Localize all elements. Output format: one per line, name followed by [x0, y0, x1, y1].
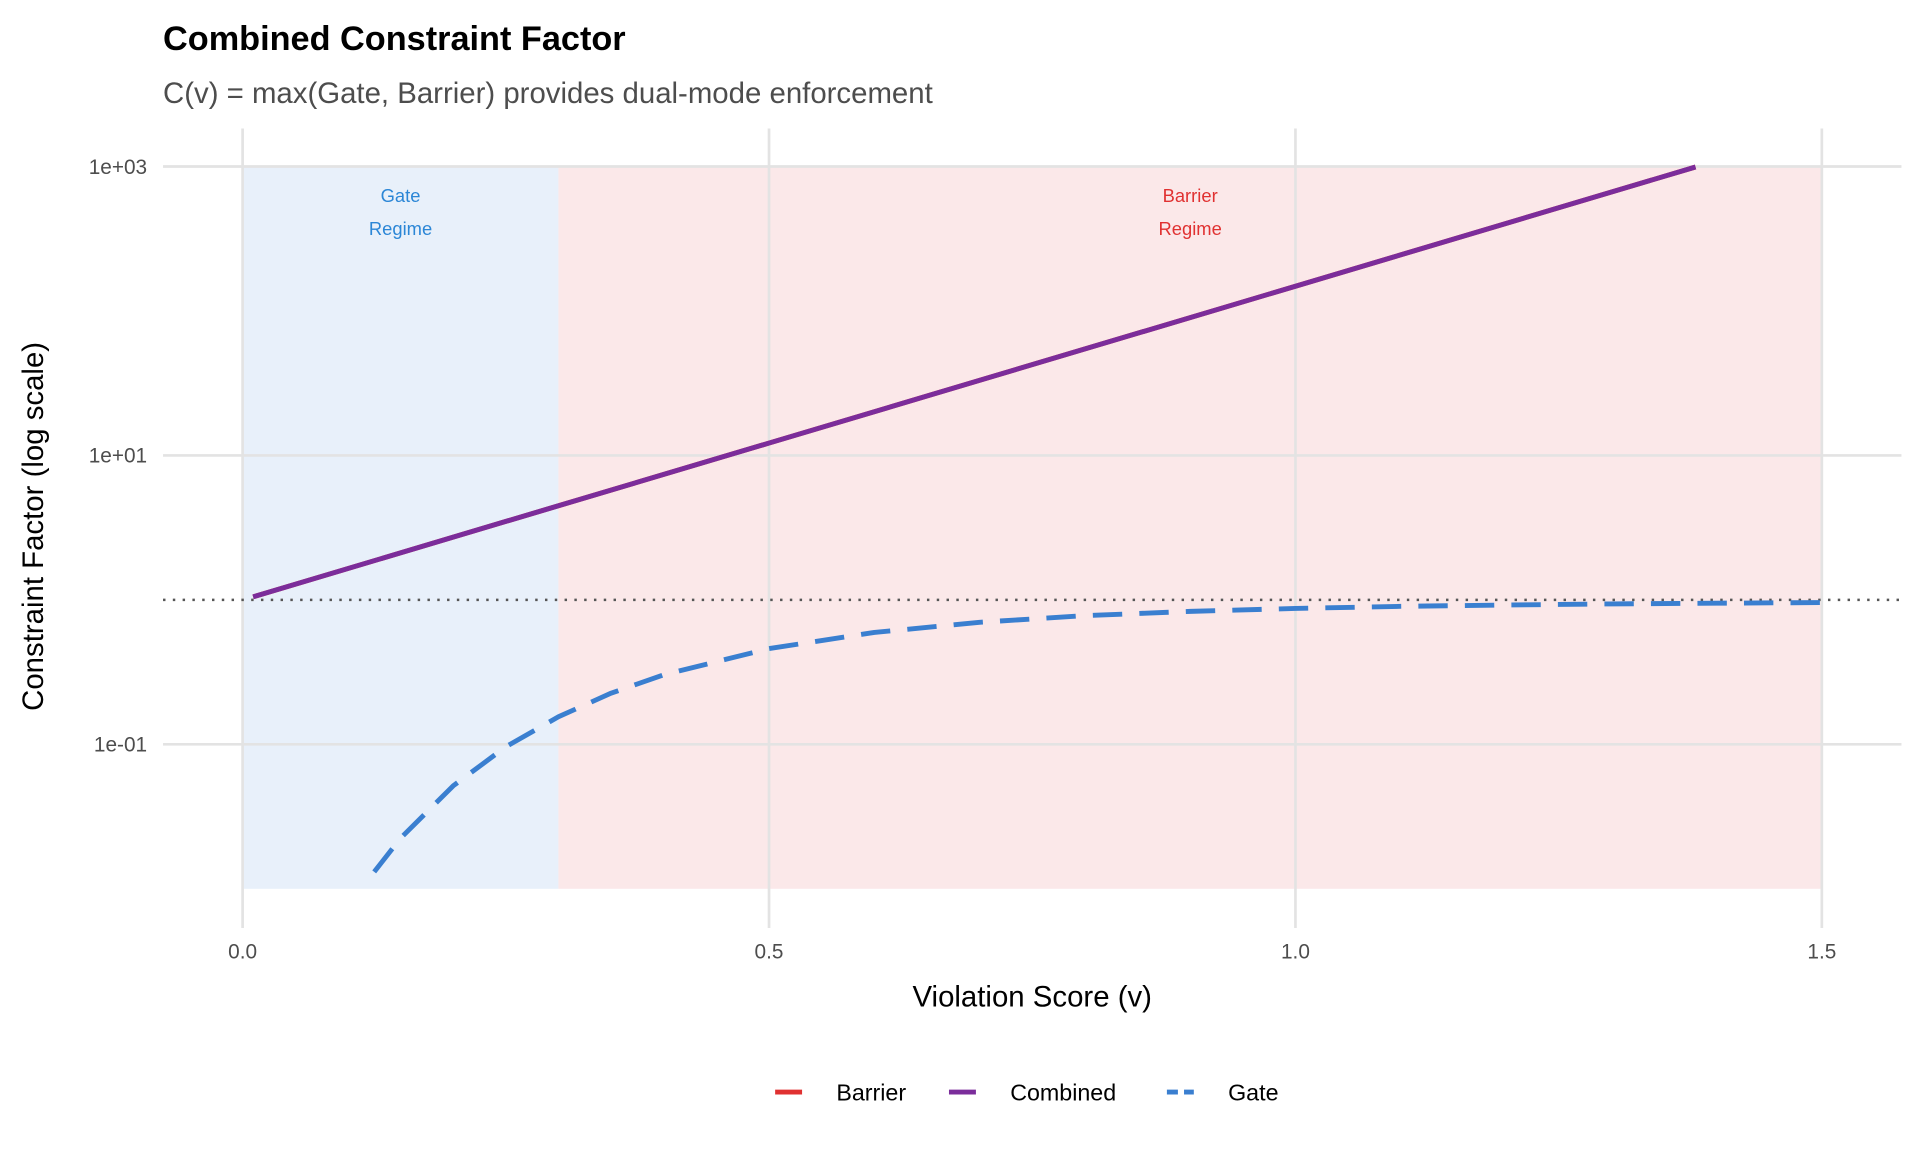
legend-label: Barrier	[836, 1080, 906, 1106]
series-line-combined	[252, 164, 1697, 600]
y-tick-label: 1e+01	[89, 445, 147, 468]
legend-label: Gate	[1228, 1080, 1278, 1106]
region-label: Barrier	[1163, 185, 1218, 206]
series-line-gate	[372, 600, 1822, 874]
region-label: Regime	[1159, 218, 1222, 239]
chart-title: Combined Constraint Factor	[163, 20, 626, 58]
tick-labels: 0.0 0.5 1.0 1.5 1e-01 1e+01 1e+03	[89, 156, 1837, 964]
region-label: Gate	[381, 185, 421, 206]
region-annotations: Gate Regime Barrier Regime	[369, 185, 1222, 239]
y-tick-label: 1e+03	[89, 156, 147, 179]
x-axis-label: Violation Score (v)	[912, 980, 1151, 1013]
x-tick-label: 1.0	[1281, 941, 1310, 964]
legend-label: Combined	[1010, 1080, 1116, 1106]
y-tick-label: 1e-01	[94, 734, 147, 757]
grid	[163, 128, 1902, 928]
chart-subtitle: C(v) = max(Gate, Barrier) provides dual-…	[163, 77, 933, 110]
y-axis-label: Constraint Factor (log scale)	[17, 342, 50, 711]
region-label: Regime	[369, 218, 432, 239]
x-tick-label: 0.5	[755, 941, 784, 964]
region-barrier	[558, 166, 1822, 889]
x-tick-label: 0.0	[228, 941, 257, 964]
series-lines	[252, 164, 1822, 874]
region-gate	[242, 166, 559, 889]
legend: Barrier Combined Gate	[775, 1080, 1279, 1106]
x-tick-label: 1.5	[1807, 941, 1836, 964]
